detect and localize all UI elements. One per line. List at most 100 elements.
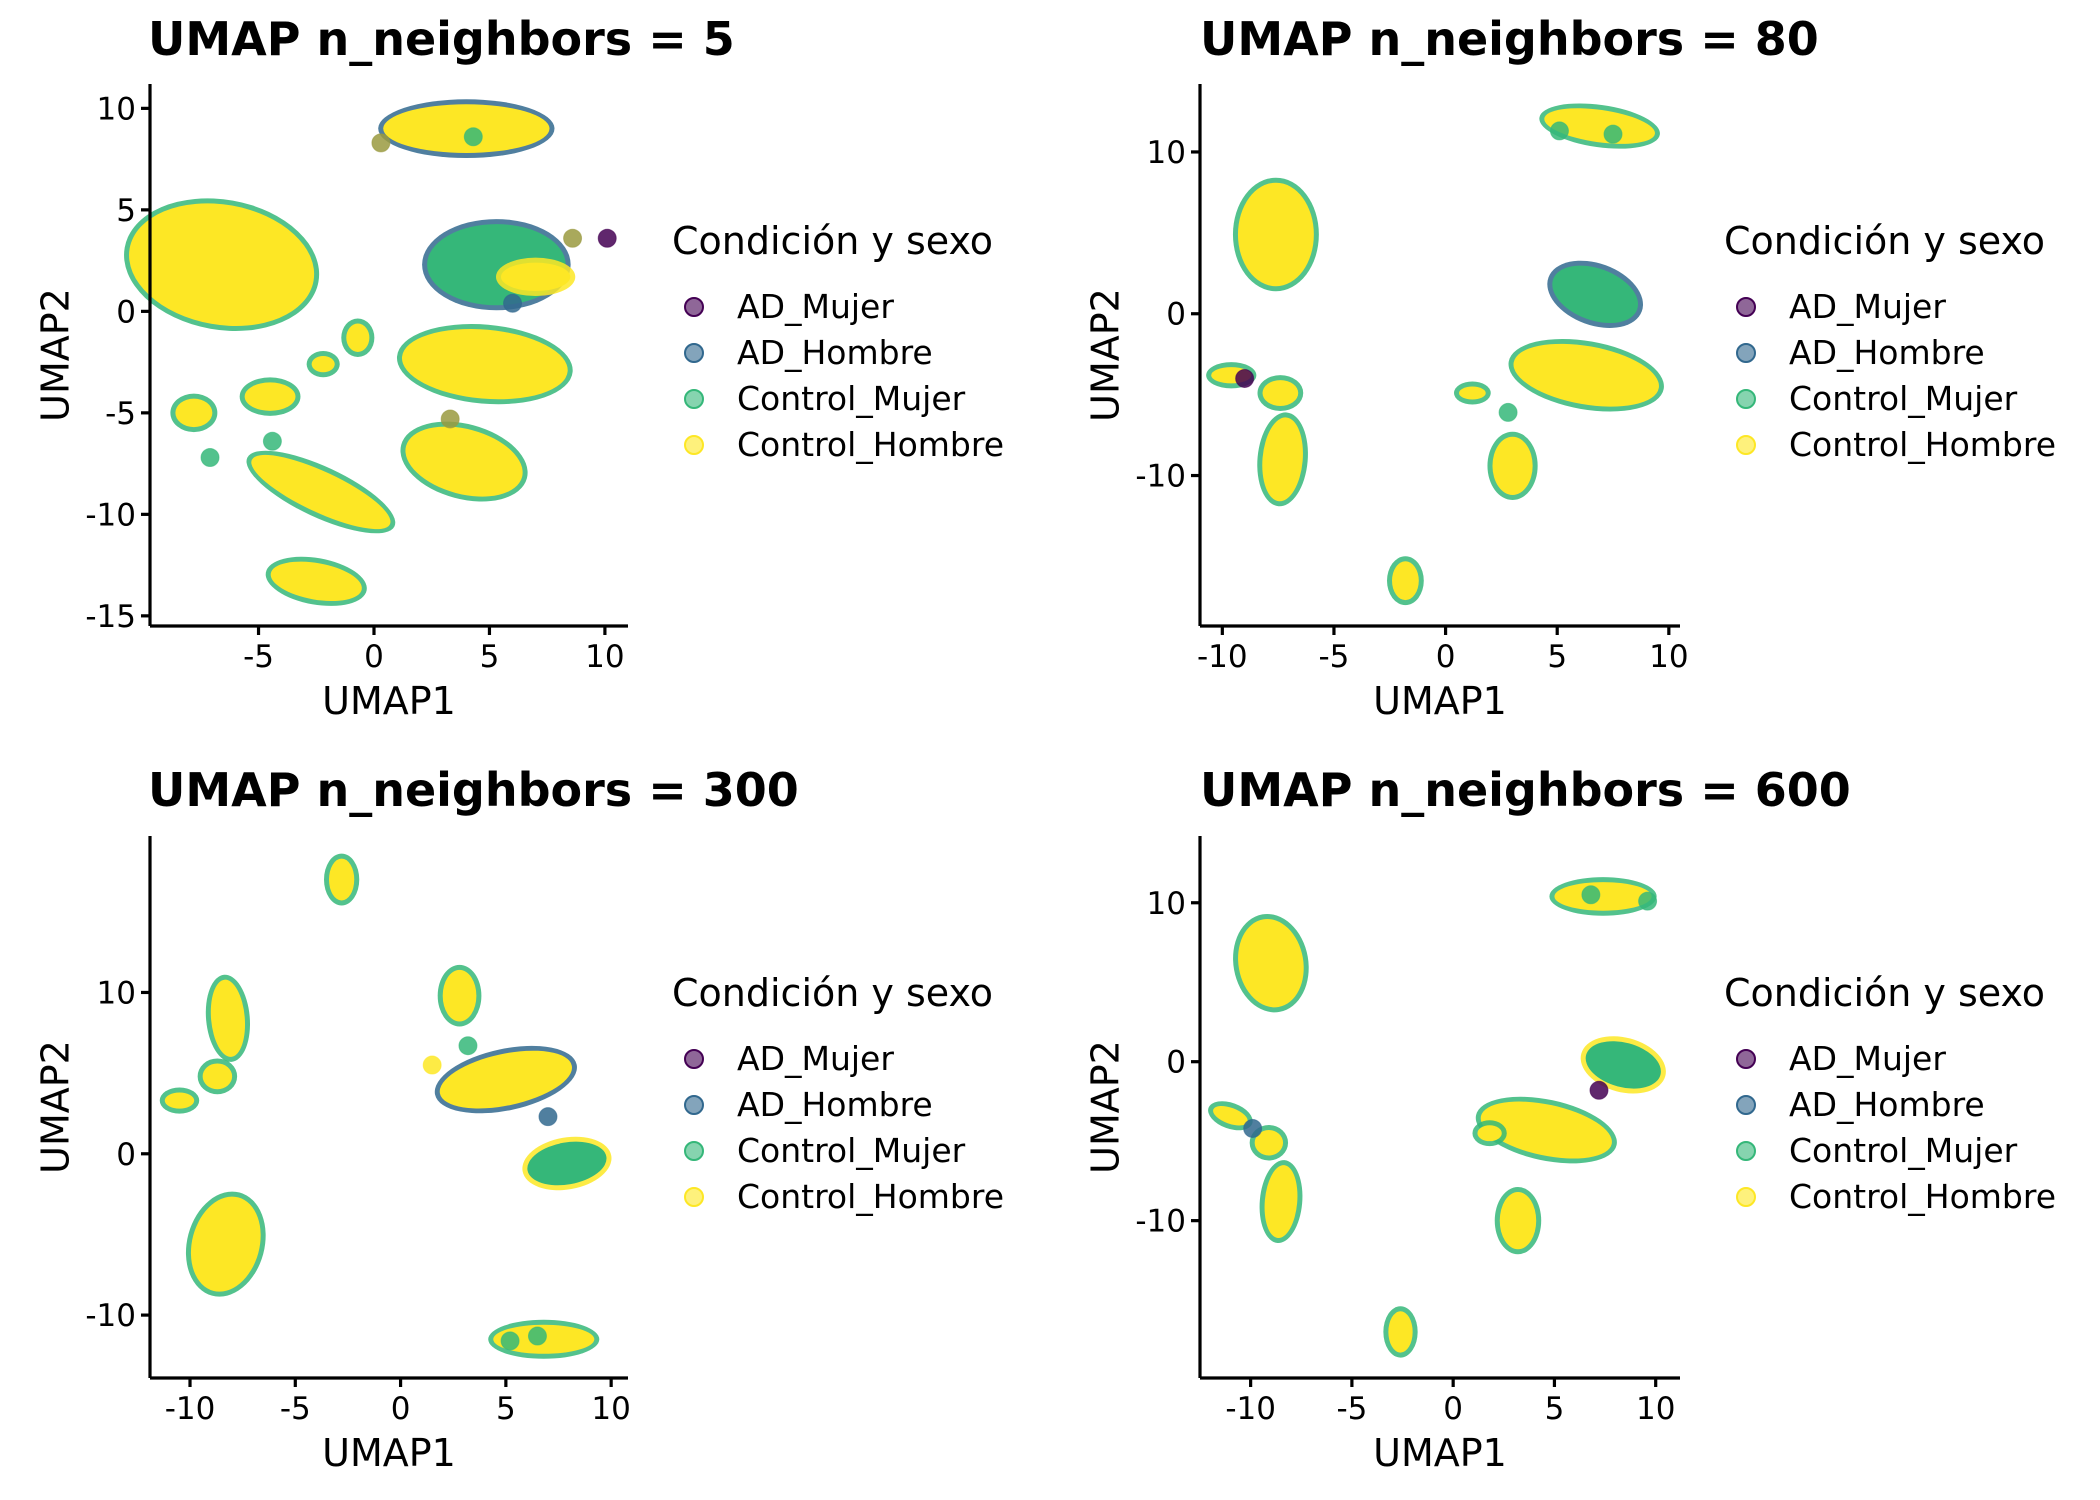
legend-key [1736, 343, 1756, 363]
data-point [1235, 368, 1255, 388]
legend: Condición y sexo AD_Mujer AD_Hombre Control… [1724, 219, 2056, 464]
y-axis-title: UMAP2 [1083, 1040, 1127, 1174]
point-cluster [442, 969, 477, 1022]
legend-label: AD_Mujer [737, 287, 894, 326]
legend: Condición y sexo AD_Mujer AD_Hombre Control… [672, 219, 1004, 464]
panel-title: UMAP n_neighbors = 5 [148, 12, 735, 66]
point-cluster [1237, 182, 1314, 287]
x-tick-label: 5 [1547, 639, 1567, 675]
point-cluster [1477, 1125, 1502, 1142]
legend-key [1736, 297, 1756, 317]
data-point [1498, 402, 1518, 422]
y-tick-label: 0 [116, 294, 136, 330]
umap-panel-1: UMAP n_neighbors = 5 -5 0 5 10 -15 -10 -5 0 5 10 UM… [33, 12, 1004, 723]
y-tick-label: 10 [1147, 135, 1186, 171]
legend-key [684, 1095, 704, 1115]
data-point [538, 1107, 558, 1127]
point-cluster [210, 979, 246, 1057]
point-cluster [1499, 1192, 1537, 1250]
point-clusters [1206, 103, 1664, 606]
legend-key [1736, 1049, 1756, 1069]
x-tick-label: 0 [1443, 1391, 1463, 1427]
legend-label: AD_Mujer [1789, 1039, 1946, 1078]
data-point [1603, 124, 1623, 144]
legend-key [1736, 389, 1756, 409]
x-tick-label: 5 [480, 639, 500, 675]
point-cluster [1513, 343, 1659, 407]
y-tick-label: 10 [97, 91, 136, 127]
legend-title: Condición y sexo [1724, 971, 2045, 1015]
legend-label: Control_Hombre [737, 425, 1004, 464]
point-cluster [1585, 1041, 1661, 1089]
point-cluster [311, 356, 335, 373]
data-point [262, 431, 282, 451]
x-tick-label: 10 [1636, 1391, 1675, 1427]
y-axis-title: UMAP2 [33, 288, 77, 422]
point-cluster [244, 382, 296, 411]
legend-key [684, 1187, 704, 1207]
point-cluster [1262, 380, 1299, 406]
point-cluster [1480, 1101, 1612, 1159]
y-tick-label: -10 [85, 497, 136, 533]
legend-key [1736, 1095, 1756, 1115]
legend-key [684, 389, 704, 409]
point-cluster [500, 262, 571, 292]
x-tick-label: -10 [1225, 1391, 1276, 1427]
legend-key [684, 1141, 704, 1161]
data-point [503, 293, 523, 313]
legend: Condición y sexo AD_Mujer AD_Hombre Control… [1724, 971, 2056, 1216]
x-tick-label: -5 [280, 1391, 311, 1427]
y-tick-label: -10 [1135, 459, 1186, 495]
point-cluster [1544, 108, 1655, 144]
data-point [422, 1055, 442, 1075]
data-point [563, 228, 583, 248]
legend-label: Control_Hombre [1789, 1177, 2056, 1216]
y-tick-label: -10 [1135, 1204, 1186, 1240]
data-point [597, 228, 617, 248]
point-cluster [1554, 882, 1652, 911]
x-axis-title: UMAP1 [1373, 1431, 1507, 1475]
data-point [371, 133, 391, 153]
point-cluster [202, 1063, 233, 1090]
legend-label: AD_Mujer [1789, 287, 1946, 326]
y-tick-label: 10 [1147, 886, 1186, 922]
x-tick-label: -5 [1318, 639, 1349, 675]
x-tick-label: 5 [1545, 1391, 1565, 1427]
legend-key [684, 343, 704, 363]
data-point [1638, 891, 1658, 911]
legend-label: Control_Hombre [737, 1177, 1004, 1216]
point-cluster [328, 858, 355, 901]
legend-label: Control_Mujer [1789, 379, 2018, 418]
x-tick-label: -10 [165, 1391, 216, 1427]
legend-label: Control_Mujer [737, 379, 966, 418]
legend-label: AD_Hombre [1789, 333, 1985, 372]
point-cluster [1388, 1311, 1413, 1353]
legend-key [684, 297, 704, 317]
data-point [1243, 1118, 1263, 1138]
point-cluster [1458, 386, 1486, 400]
legend: Condición y sexo AD_Mujer AD_Hombre Control… [672, 971, 1004, 1216]
legend-key [1736, 1141, 1756, 1161]
legend-label: AD_Hombre [1789, 1085, 1985, 1124]
point-cluster [1254, 1130, 1284, 1156]
legend-label: Control_Hombre [1789, 425, 2056, 464]
x-tick-label: -10 [1197, 639, 1248, 675]
point-cluster [1264, 1165, 1298, 1239]
point-clusters [159, 853, 612, 1359]
y-tick-label: -15 [85, 599, 136, 635]
y-tick-label: 0 [1166, 1045, 1186, 1081]
y-tick-label: 5 [116, 193, 136, 229]
data-point [1589, 1080, 1609, 1100]
point-cluster [1552, 265, 1639, 324]
point-cluster [190, 1196, 261, 1292]
legend-label: Control_Mujer [737, 1131, 966, 1170]
point-cluster [1262, 417, 1303, 502]
x-tick-label: 10 [1649, 639, 1688, 675]
point-cluster [1492, 436, 1533, 495]
panel-title: UMAP n_neighbors = 600 [1200, 763, 1851, 817]
y-axis-title: UMAP2 [33, 1040, 77, 1174]
data-point [200, 448, 220, 468]
point-cluster [175, 398, 213, 428]
data-point [527, 1326, 547, 1346]
